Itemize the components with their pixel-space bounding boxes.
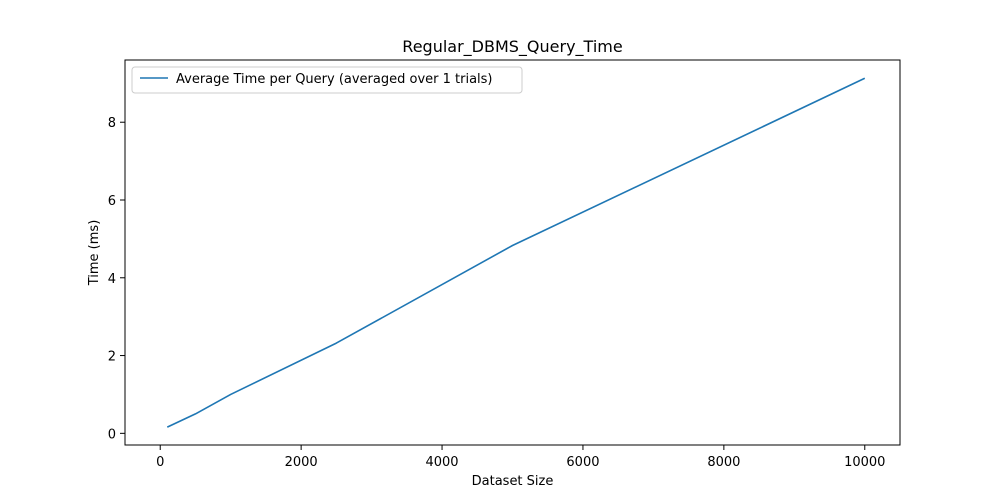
y-axis: 0 2 4 6 8 — [108, 116, 125, 442]
chart-title: Regular_DBMS_Query_Time — [402, 37, 622, 57]
x-tick-label: 4000 — [425, 455, 458, 470]
x-tick-label: 0 — [156, 455, 164, 470]
x-tick-label: 8000 — [707, 455, 740, 470]
x-tick-label: 2000 — [285, 455, 318, 470]
y-tick-label: 4 — [108, 272, 116, 287]
y-tick-label: 8 — [108, 116, 116, 131]
y-axis-label: Time (ms) — [87, 220, 102, 287]
x-tick-label: 6000 — [566, 455, 599, 470]
x-tick-label: 10000 — [844, 455, 885, 470]
y-tick-label: 6 — [108, 194, 116, 209]
series-layer — [166, 77, 866, 428]
legend: Average Time per Query (averaged over 1 … — [131, 66, 523, 94]
series-line — [166, 77, 866, 428]
legend-box — [131, 66, 523, 94]
plot-frame — [124, 59, 901, 446]
legend-label: Average Time per Query (averaged over 1 … — [176, 72, 493, 87]
x-axis: 0 2000 4000 6000 8000 10000 — [156, 445, 885, 470]
y-tick-label: 2 — [108, 350, 116, 365]
x-axis-label: Dataset Size — [472, 474, 554, 489]
y-tick-label: 0 — [108, 427, 116, 442]
